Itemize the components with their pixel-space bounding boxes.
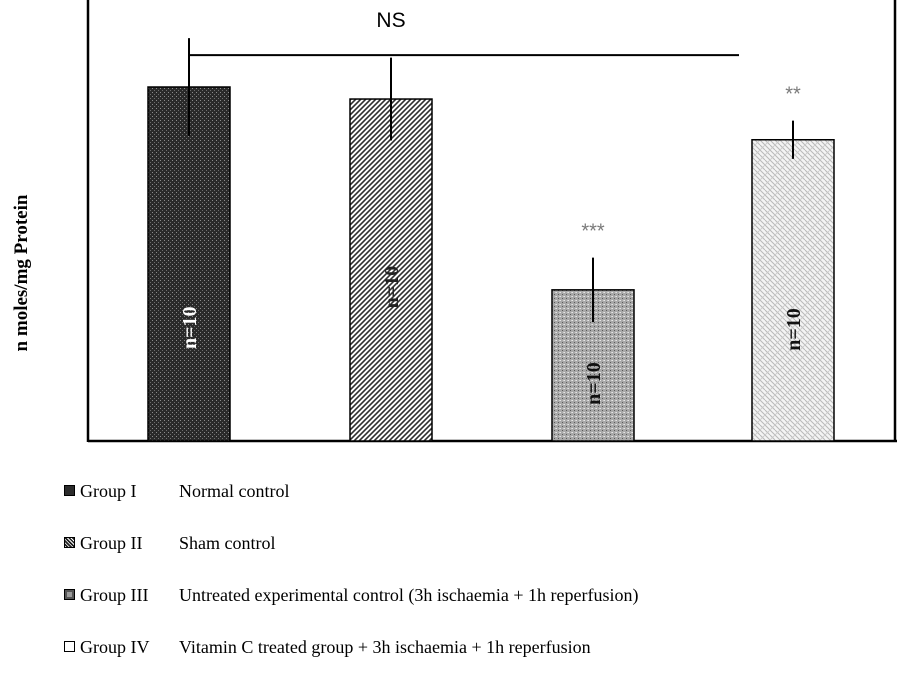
legend-group-label: Group IV — [80, 637, 150, 657]
y-axis-label: n moles/mg Protein — [11, 194, 32, 351]
legend-description: Untreated experimental control (3h ischa… — [179, 585, 639, 605]
significance-group-3: *** — [581, 221, 605, 243]
legend-description: Vitamin C treated group + 3h ischaemia +… — [179, 637, 591, 657]
legend-item: Group III Untreated experimental control… — [64, 582, 884, 608]
legend-item: Group IV Vitamin C treated group + 3h is… — [64, 634, 884, 660]
n-label-group-2: n=10 — [381, 266, 403, 309]
legend-swatch-group-4 — [64, 641, 75, 652]
legend-group-label: Group III — [80, 585, 149, 605]
legend-item: Group II Sham control — [64, 530, 884, 556]
legend-group-label: Group I — [80, 481, 137, 501]
n-label-group-3: n=10 — [583, 362, 605, 405]
bar-group-1 — [147, 86, 231, 442]
legend-swatch-group-2 — [64, 537, 75, 548]
significance-group-4: ** — [785, 84, 801, 106]
legend-item: Group I Normal control — [64, 478, 884, 504]
n-label-group-1: n=10 — [179, 306, 201, 349]
chart: n moles/mg Protein NS n=10 n=10 n=10 n=1… — [11, 0, 897, 443]
legend-description: Sham control — [179, 533, 276, 553]
legend-description: Normal control — [179, 481, 290, 501]
bar-group-4 — [751, 138, 835, 442]
legend-group-label: Group II — [80, 533, 143, 553]
n-label-group-4: n=10 — [783, 308, 805, 351]
legend-swatch-group-1 — [64, 485, 75, 496]
legend-swatch-group-3 — [64, 589, 75, 600]
bar-group-2 — [349, 98, 433, 442]
ns-label: NS — [376, 9, 405, 32]
legend: Group I Normal control Group II Sham con… — [64, 478, 884, 686]
bar-group-3 — [551, 289, 635, 442]
